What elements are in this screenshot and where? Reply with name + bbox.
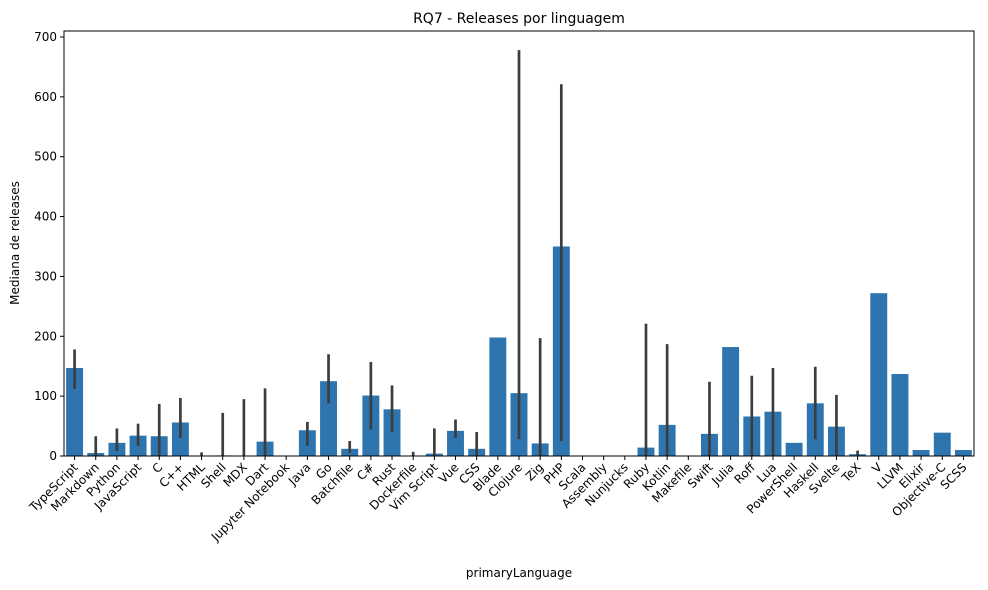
bar-41 bbox=[933, 432, 951, 456]
x-axis-label: primaryLanguage bbox=[466, 566, 572, 580]
bar-20 bbox=[489, 337, 507, 456]
y-tick-label: 0 bbox=[49, 449, 57, 463]
y-tick-label: 100 bbox=[34, 389, 57, 403]
bar-0 bbox=[66, 368, 84, 456]
y-tick-label: 500 bbox=[34, 150, 57, 164]
x-tick-label: Java bbox=[285, 460, 314, 489]
x-tick-label: Vue bbox=[436, 460, 462, 486]
bar-39 bbox=[891, 373, 909, 456]
y-axis: 0 100 200 300 400 500 600 700 bbox=[34, 30, 64, 463]
y-tick-label: 300 bbox=[34, 269, 57, 283]
bar-42 bbox=[954, 450, 972, 456]
bar-34 bbox=[785, 442, 803, 456]
bar-5 bbox=[171, 422, 189, 456]
bar-12 bbox=[320, 381, 337, 456]
chart-title: RQ7 - Releases por linguagem bbox=[413, 11, 625, 27]
bar-38 bbox=[870, 293, 888, 456]
bar-40 bbox=[912, 450, 930, 456]
bar-31 bbox=[722, 347, 740, 456]
x-tick-label: Batchfile bbox=[309, 460, 356, 507]
y-axis-label: Mediana de releases bbox=[8, 181, 22, 305]
bar-15 bbox=[383, 409, 401, 456]
y-tick-label: 700 bbox=[34, 30, 57, 44]
x-tick-label: TeX bbox=[838, 460, 863, 485]
bar-18 bbox=[447, 430, 464, 456]
y-tick-label: 600 bbox=[34, 90, 57, 104]
y-tick-label: 400 bbox=[34, 210, 57, 224]
y-tick-label: 200 bbox=[34, 329, 57, 343]
x-tick-label: Roff bbox=[731, 460, 758, 487]
errorbars-layer bbox=[73, 50, 859, 456]
x-tick-label: Zig bbox=[523, 460, 546, 483]
